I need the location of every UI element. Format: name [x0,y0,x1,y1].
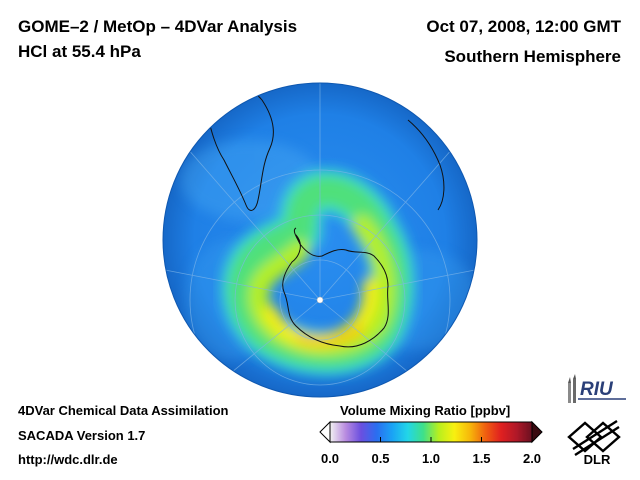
coastlines [204,85,445,348]
graticule [164,83,476,397]
colorbar-tick-label: 0.0 [320,451,340,466]
svg-text:RIU: RIU [580,379,614,400]
colorbar-title: Volume Mixing Ratio [ppbv] [340,403,511,418]
footer-system: 4DVar Chemical Data Assimilation [18,403,229,418]
colorbar-low-arrow [319,420,331,444]
title-species: HCl at 55.4 hPa [18,42,141,61]
title-instrument: GOME–2 / MetOp – 4DVar Analysis [18,17,298,36]
svg-text:DLR: DLR [584,452,611,467]
colorbar-tick-label: 1.5 [472,451,491,466]
white-dot-icon [316,296,324,304]
timestamp: Oct 07, 2008, 12:00 GMT [426,17,621,36]
colorbar [319,420,543,444]
globe [162,82,478,398]
colorbar-tick-label: 0.5 [371,451,390,466]
footer-url: http://wdc.dlr.de [18,452,118,467]
footer-version: SACADA Version 1.7 [18,428,146,443]
dlr-logo: DLR [567,419,621,467]
colorbar-tick-label: 1.0 [421,451,441,466]
hcl-ring [221,168,415,376]
colorbar-tick-label: 2.0 [522,451,542,466]
riu-logo: RIU [568,374,626,403]
colorbar-high-arrow [531,420,543,444]
region-label: Southern Hemisphere [444,47,621,66]
